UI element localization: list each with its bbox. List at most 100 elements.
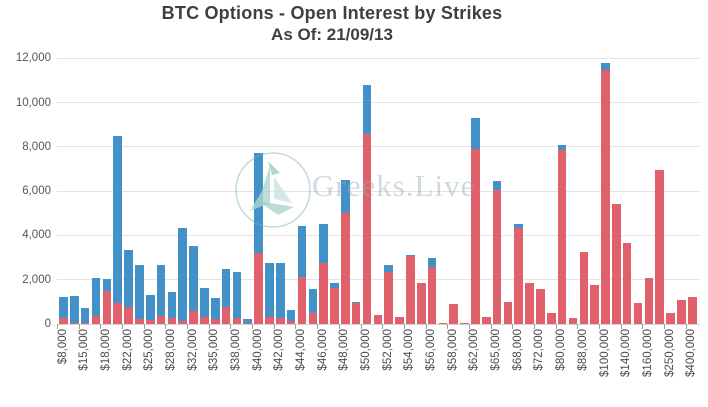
bar-blue-segment: [189, 246, 198, 311]
x-axis-strike-label: $65,000: [490, 329, 503, 371]
x-axis-strike-label: $28,000: [164, 329, 177, 371]
bar-red-segment: [655, 170, 664, 324]
bar-red-segment: [406, 256, 415, 324]
bar-red-segment: [102, 290, 112, 324]
bar-red-segment: [351, 302, 361, 324]
x-axis-strike-label: $88,000: [576, 329, 589, 371]
x-axis-tick: [664, 324, 666, 329]
chart-title: BTC Options - Open Interest by Strikes: [161, 3, 503, 23]
bar-red-segment: [644, 278, 654, 324]
bar-blue-segment: [232, 271, 242, 319]
bar-red-segment: [579, 251, 589, 324]
bar-red-segment: [633, 302, 643, 324]
bar-red-segment: [612, 204, 621, 324]
x-axis-strike-label: $68,000: [511, 329, 524, 371]
x-axis-tick: [230, 324, 232, 329]
bar-red-segment: [135, 319, 144, 324]
bar-red-segment: [449, 304, 459, 324]
bar-red-segment: [373, 315, 383, 324]
x-axis-tick: [273, 324, 275, 329]
x-axis-tick: [512, 324, 514, 329]
bar-blue-segment: [427, 258, 437, 267]
bar-blue-segment: [113, 136, 122, 304]
bar-red-segment: [124, 306, 133, 324]
x-axis-tick: [122, 324, 124, 329]
x-axis-strike-label: $160,000: [641, 329, 654, 377]
x-axis-tick: [100, 324, 102, 329]
bar-red-segment: [276, 318, 285, 324]
y-axis-tick-label: 6,000: [22, 185, 51, 198]
bar-red-segment: [557, 150, 567, 324]
x-axis-tick: [490, 324, 492, 329]
x-axis-strike-label: $46,000: [316, 329, 329, 371]
x-axis-tick: [78, 324, 80, 329]
x-axis-strike-label: $72,000: [533, 329, 546, 371]
bar-red-segment: [308, 313, 318, 324]
bar-blue-segment: [102, 279, 112, 291]
y-axis-tick-label: 12,000: [15, 52, 51, 65]
bar-blue-segment: [70, 295, 79, 323]
x-axis-strike-label: $56,000: [425, 329, 438, 371]
bar-red-segment: [243, 322, 253, 324]
x-axis-tick: [577, 324, 579, 329]
bar-red-segment: [384, 271, 393, 324]
bar-red-segment: [70, 322, 79, 324]
bar-blue-segment: [80, 308, 90, 323]
bar-blue-segment: [178, 227, 188, 321]
bar-red-segment: [677, 299, 686, 324]
x-axis-strike-label: $25,000: [143, 329, 156, 371]
y-axis-tick-label: 10,000: [15, 96, 51, 109]
x-axis-tick: [403, 324, 405, 329]
bar-red-segment: [210, 319, 220, 324]
x-axis-tick: [252, 324, 254, 329]
bar-red-segment: [254, 253, 263, 324]
bar-red-segment: [547, 312, 556, 324]
bar-blue-segment: [286, 310, 296, 322]
x-axis-tick: [555, 324, 557, 329]
bar-blue-segment: [362, 85, 372, 134]
bar-blue-segment: [406, 254, 415, 257]
chart-title-block: BTC Options - Open Interest by Strikes A…: [0, 2, 664, 46]
bar-blue-segment: [557, 144, 567, 151]
x-axis-strike-label: $48,000: [338, 329, 351, 371]
bar-blue-segment: [351, 301, 361, 303]
x-axis-strike-label: $52,000: [381, 329, 394, 371]
bar-red-segment: [590, 285, 599, 324]
x-axis-strike-label: $35,000: [208, 329, 221, 371]
bar-red-segment: [687, 297, 697, 324]
gridline: [57, 234, 700, 236]
bar-blue-segment: [341, 180, 350, 214]
x-axis-strike-label: $400,000: [685, 329, 698, 377]
x-axis-strike-label: $250,000: [663, 329, 676, 377]
bar-red-segment: [297, 276, 307, 324]
y-axis-tick-label: 4,000: [22, 229, 51, 242]
bar-red-segment: [265, 317, 274, 324]
gridline: [57, 57, 700, 59]
bar-red-segment: [416, 283, 426, 324]
x-axis-strike-label: $38,000: [229, 329, 242, 371]
x-axis-tick: [425, 324, 427, 329]
x-axis-strike-label: $62,000: [468, 329, 481, 371]
x-axis-tick: [382, 324, 384, 329]
bar-red-segment: [601, 70, 610, 324]
y-axis-tick-label: 2,000: [22, 273, 51, 286]
bar-red-segment: [536, 289, 545, 324]
x-axis-tick: [165, 324, 167, 329]
bar-blue-segment: [91, 278, 101, 317]
x-axis-tick: [599, 324, 600, 329]
bar-red-segment: [514, 228, 524, 324]
bar-red-segment: [492, 189, 502, 324]
bar-red-segment: [80, 322, 90, 324]
bar-blue-segment: [145, 294, 155, 320]
bar-blue-segment: [243, 319, 253, 323]
bar-red-segment: [481, 316, 491, 324]
x-axis-line: [57, 323, 700, 325]
bar-red-segment: [460, 322, 469, 324]
bar-red-segment: [341, 213, 350, 324]
bar-red-segment: [59, 318, 68, 324]
x-axis-tick: [447, 324, 449, 329]
bar-red-segment: [525, 283, 534, 324]
x-axis-strike-label: $44,000: [294, 329, 307, 371]
bar-blue-segment: [221, 269, 231, 307]
